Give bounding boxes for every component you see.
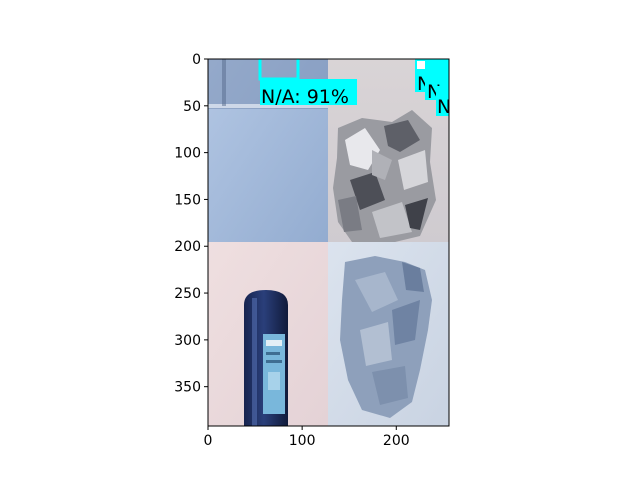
y-axis: 0 50 100 150 200 250 300 350	[174, 52, 208, 396]
detection-label-1: N/A: 91%	[261, 86, 349, 108]
y-tick-label: 0	[192, 52, 201, 68]
x-axis: 0 100 200	[204, 426, 410, 449]
detection-4: N	[436, 86, 451, 118]
y-tick-label: 150	[174, 192, 201, 208]
y-tick-label: 100	[174, 146, 201, 162]
x-tick-label: 0	[204, 433, 213, 449]
y-tick-label: 250	[174, 286, 201, 302]
detection-label-4: N	[437, 96, 451, 118]
panel-crumpled-paper	[328, 242, 449, 426]
panel-glass-bottle	[208, 242, 328, 426]
y-tick-label: 50	[183, 99, 201, 115]
y-tick-label: 350	[174, 380, 201, 396]
x-tick-label: 200	[383, 433, 410, 449]
detection-1: N/A: 91%	[258, 59, 357, 108]
x-tick-label: 100	[289, 433, 316, 449]
y-tick-label: 300	[174, 333, 201, 349]
detections: N/A: 91% N N N	[258, 59, 451, 118]
axes-frame	[207, 58, 450, 427]
panel-aluminium-foil	[328, 59, 449, 242]
y-tick-label: 200	[174, 239, 201, 255]
photo-image	[208, 59, 449, 426]
